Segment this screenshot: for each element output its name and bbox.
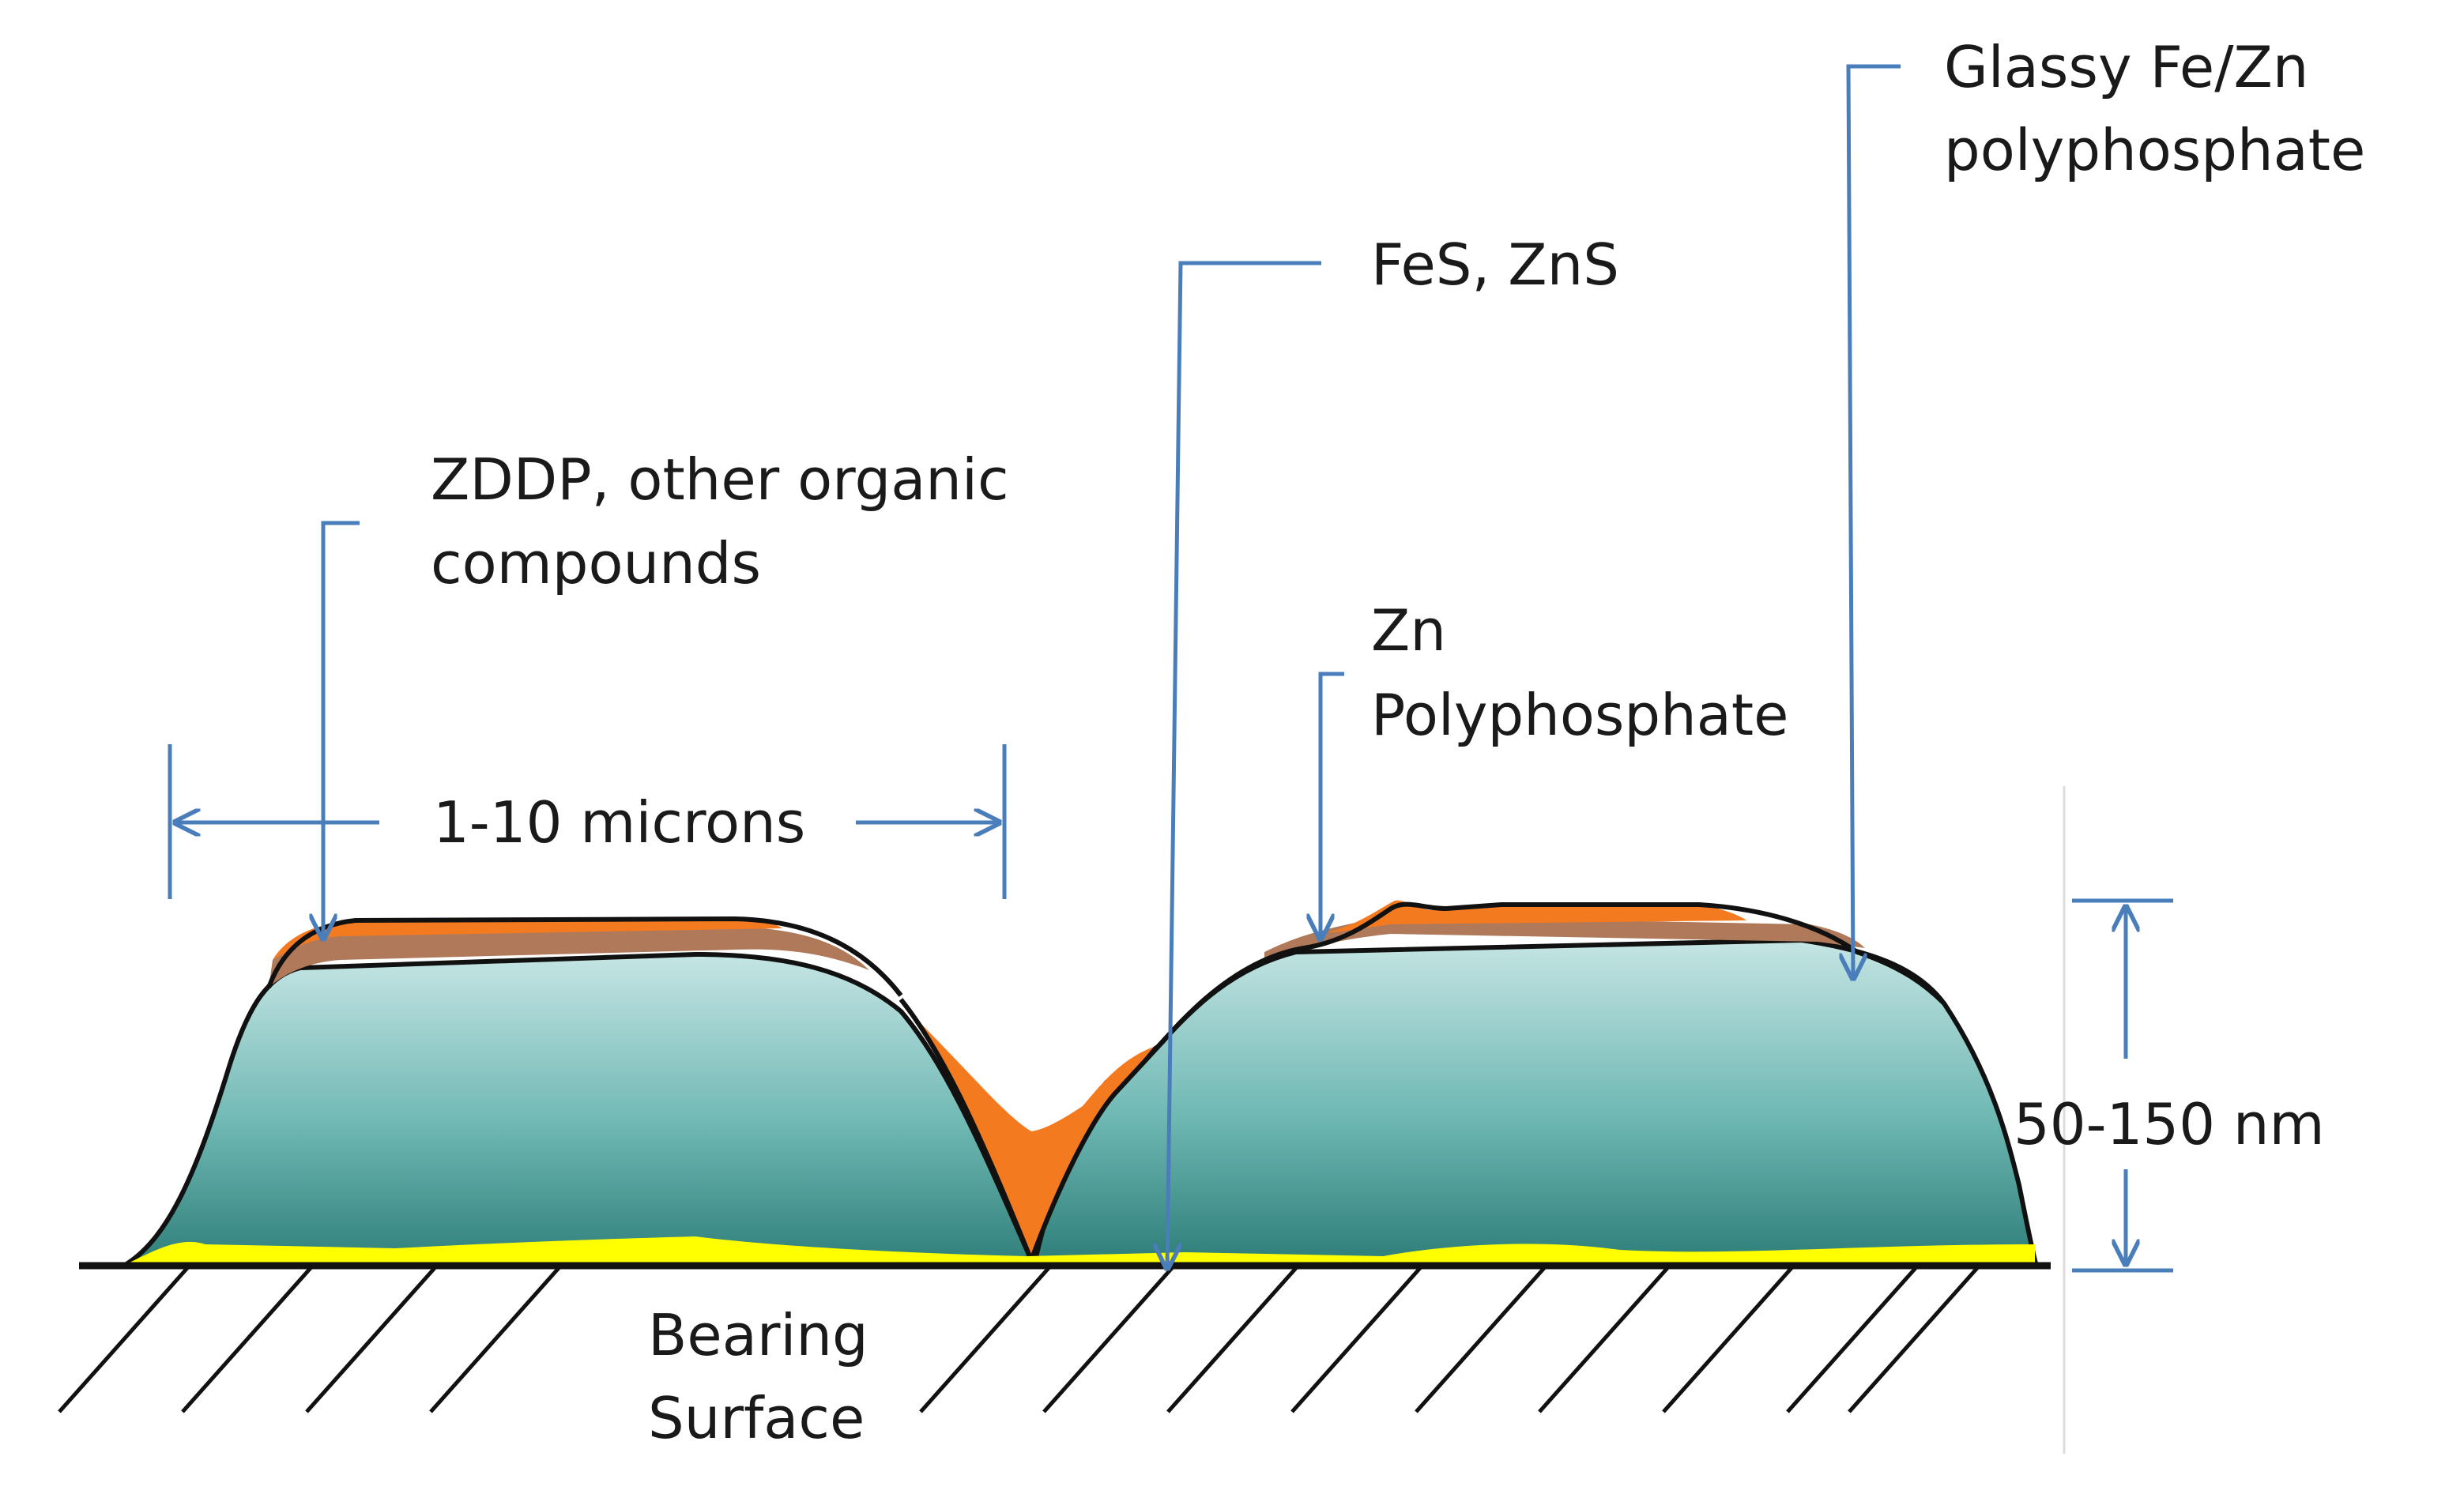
glassy-leader-line	[1848, 64, 1901, 978]
bearing-label-line2: Surface	[648, 1385, 865, 1451]
width-label: 1-10 microns	[433, 789, 805, 856]
groove-sulfide	[901, 1003, 1154, 1256]
right-sulfide-layer	[1328, 900, 1746, 932]
glassy-label-line2: polyphosphate	[1944, 117, 2365, 183]
glassy-polyphosphate-callout: Glassy Fe/Zn polyphosphate	[1848, 34, 2365, 978]
zn-label-line1: Zn	[1371, 597, 1446, 664]
left-pad	[118, 916, 1035, 1267]
bearing-hatching	[58, 1266, 1979, 1413]
zddp-label-line1: ZDDP, other organic	[431, 446, 1009, 513]
interface-layer	[126, 1236, 2035, 1264]
zddp-callout: ZDDP, other organic compounds	[323, 446, 1009, 939]
zn-label-line2: Polyphosphate	[1371, 682, 1788, 748]
groove-outline	[899, 998, 1164, 1267]
fes-zns-label: FeS, ZnS	[1371, 231, 1619, 298]
thickness-label: 50-150 nm	[2014, 1091, 2325, 1157]
right-pad	[1032, 900, 2038, 1263]
glassy-label-line1: Glassy Fe/Zn	[1944, 34, 2308, 100]
left-top-edge	[266, 916, 903, 997]
thickness-dimension: 50-150 nm	[2014, 898, 2325, 1273]
bearing-label-line1: Bearing	[648, 1302, 868, 1368]
zddp-leader-line	[323, 521, 360, 939]
zddp-label-line2: compounds	[431, 530, 761, 596]
fes-zns-callout: FeS, ZnS	[1167, 231, 1619, 1268]
fes-zns-leader-line	[1167, 261, 1321, 1268]
left-pad-film	[118, 951, 1035, 1267]
zn-polyphosphate-callout: Zn Polyphosphate	[1321, 597, 1788, 939]
left-sulfide-layer	[273, 919, 782, 960]
right-zddp-layer	[1264, 916, 1865, 960]
right-pad-film	[1032, 937, 2038, 1263]
left-zddp-layer	[269, 927, 869, 988]
width-dimension: 1-10 microns	[168, 744, 1007, 899]
zn-leader-line	[1321, 672, 1344, 939]
